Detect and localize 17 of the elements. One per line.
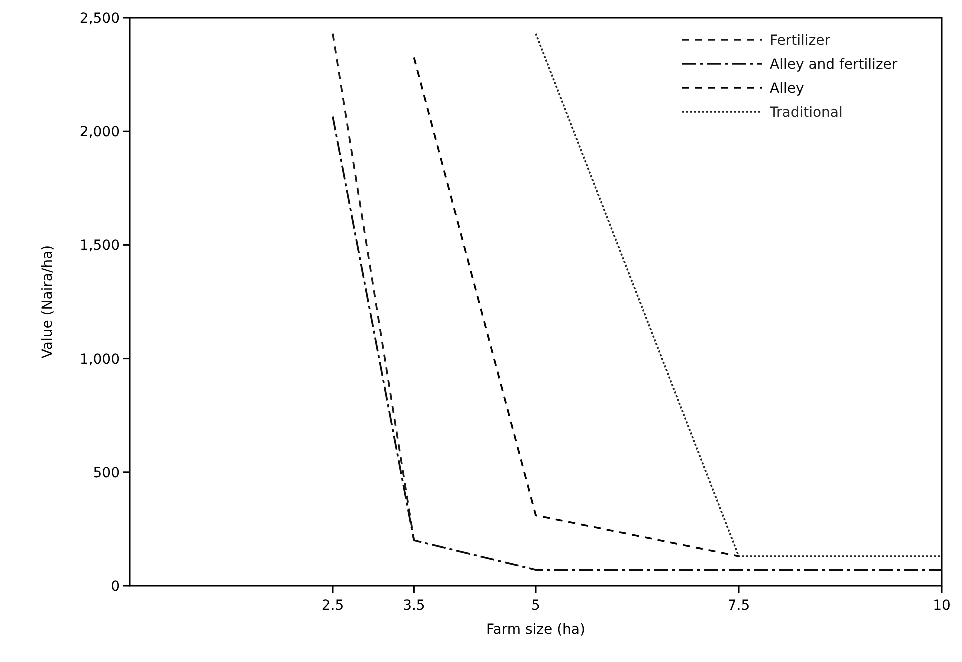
text: Alley and fertilizer	[770, 57, 898, 73]
y-tick-label: 2,500	[80, 11, 120, 27]
text: Fertilizer	[770, 33, 831, 49]
y-tick-label: 500	[93, 465, 120, 482]
x-tick-label: 7.5	[728, 598, 750, 614]
y-tick-label: 0	[111, 579, 120, 595]
x-tick-label: 5	[532, 598, 540, 614]
y-tick-label: 2,000	[80, 124, 120, 141]
y-tick-label: 1,000	[80, 352, 120, 368]
text: Alley	[770, 81, 804, 97]
y-axis-title: Value (Naira/ha)	[40, 245, 56, 359]
y-tick-label: 1,500	[80, 238, 120, 254]
x-tick-label: 3.5	[403, 598, 426, 614]
x-tick-label: 2.5	[322, 598, 344, 614]
x-tick-label: 10	[933, 598, 951, 614]
text: Traditional	[769, 105, 843, 121]
x-axis-title: Farm size (ha)	[486, 622, 586, 638]
